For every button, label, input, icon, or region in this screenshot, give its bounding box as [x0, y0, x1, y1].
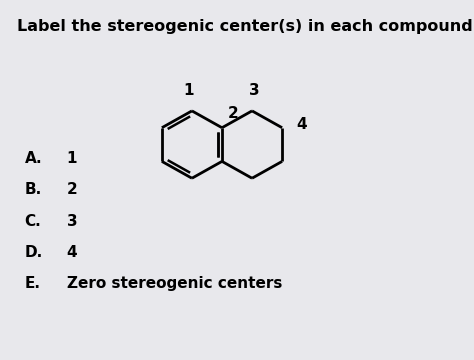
Text: 2: 2: [67, 183, 77, 197]
Text: 3: 3: [67, 213, 77, 229]
Text: E.: E.: [25, 276, 41, 291]
Text: 4: 4: [296, 117, 307, 132]
Text: D.: D.: [25, 245, 43, 260]
Text: 1: 1: [183, 84, 193, 99]
Text: 3: 3: [248, 84, 259, 99]
Text: 1: 1: [67, 151, 77, 166]
Text: A.: A.: [25, 151, 42, 166]
Text: 2: 2: [228, 106, 238, 121]
Text: B.: B.: [25, 183, 42, 197]
Text: Zero stereogenic centers: Zero stereogenic centers: [67, 276, 282, 291]
Text: Label the stereogenic center(s) in each compound: Label the stereogenic center(s) in each …: [18, 19, 473, 34]
Text: C.: C.: [25, 213, 41, 229]
Text: 4: 4: [67, 245, 77, 260]
